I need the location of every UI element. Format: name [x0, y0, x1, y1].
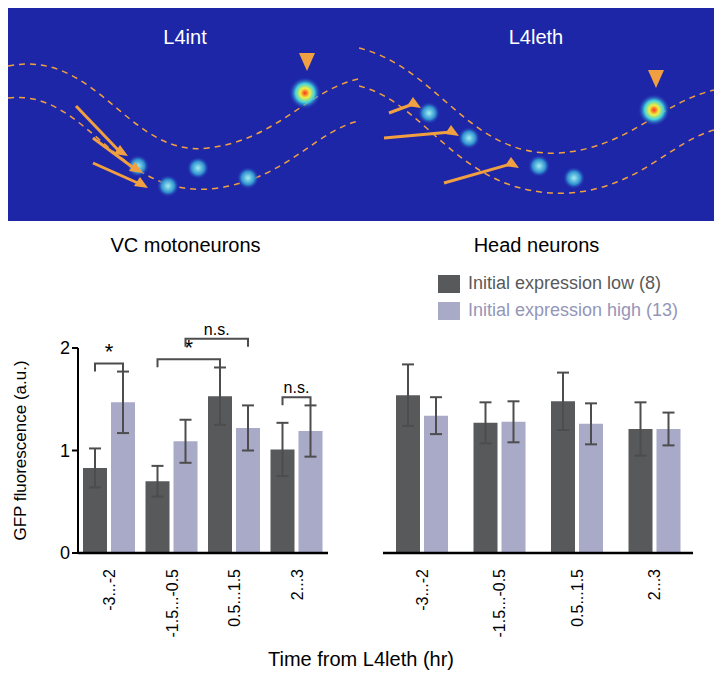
- svg-text:1: 1: [60, 441, 70, 461]
- svg-text:0.5...1.5: 0.5...1.5: [569, 569, 586, 627]
- svg-text:-3...-2: -3...-2: [101, 569, 118, 611]
- html-text:Initial expression high (13): Initial expression high (13): [468, 300, 679, 320]
- html-text:Time from L4leth (hr): Time from L4leth (hr): [268, 648, 454, 670]
- svg-text:n.s.: n.s.: [204, 321, 230, 338]
- html-text:Head neurons: Head neurons: [473, 234, 600, 256]
- svg-text:-3...-2: -3...-2: [414, 569, 431, 611]
- svg-text:2...3: 2...3: [289, 569, 306, 600]
- html-text:VC motoneurons: VC motoneurons: [110, 234, 261, 256]
- html-text:Initial expression low (8): Initial expression low (8): [468, 273, 662, 293]
- svg-text:2: 2: [60, 338, 70, 358]
- svg-text:*: *: [105, 339, 114, 364]
- svg-text:GFP fluorescence (a.u.): GFP fluorescence (a.u.): [11, 360, 30, 540]
- svg-text:*: *: [184, 335, 193, 360]
- svg-text:-1.5...-0.5: -1.5...-0.5: [164, 569, 181, 638]
- svg-text:L4int: L4int: [163, 26, 207, 48]
- svg-text:L4leth: L4leth: [509, 26, 564, 48]
- svg-text:2...3: 2...3: [646, 569, 663, 600]
- svg-text:0: 0: [60, 543, 70, 563]
- svg-text:n.s.: n.s.: [284, 379, 310, 396]
- svg-text:0.5...1.5: 0.5...1.5: [226, 569, 243, 627]
- svg-text:-1.5...-0.5: -1.5...-0.5: [491, 569, 508, 638]
